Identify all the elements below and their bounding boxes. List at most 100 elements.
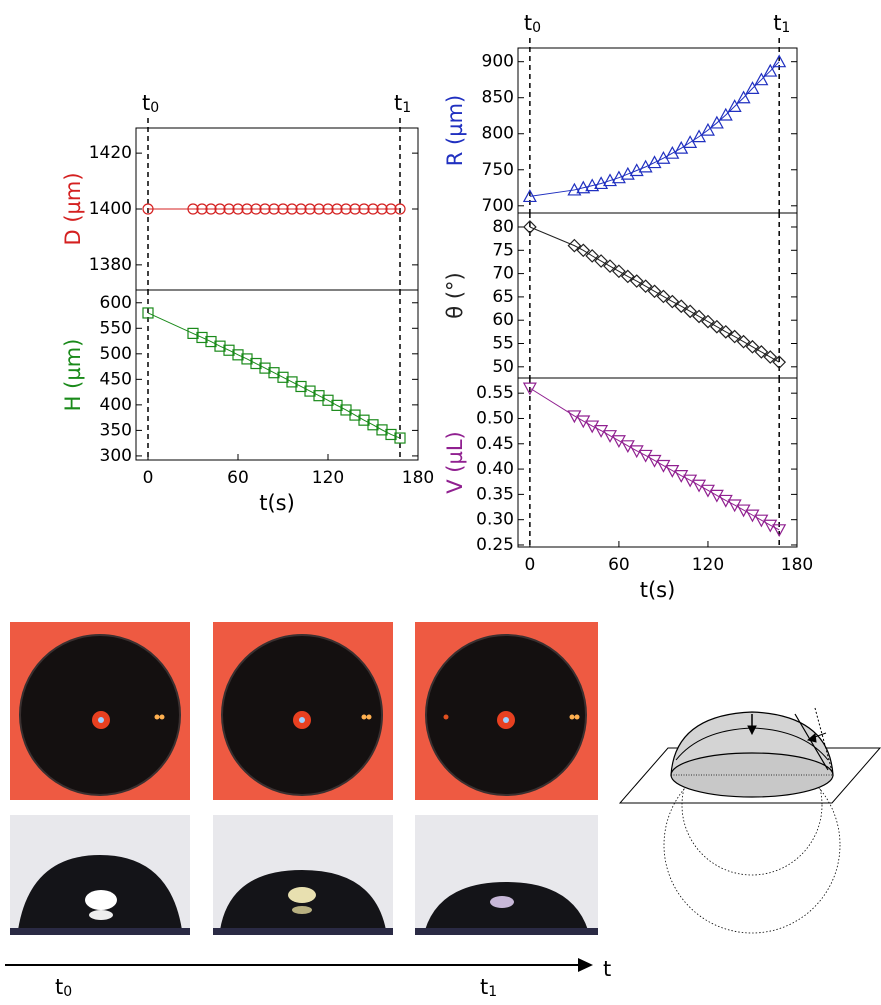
x-axis-label: t(s)	[259, 491, 295, 515]
marker	[196, 331, 208, 344]
marker	[259, 203, 271, 215]
marker	[331, 203, 343, 215]
y-tick-label: 850	[482, 88, 514, 108]
y-tick-label: 60	[492, 310, 514, 330]
time-mark-base: t	[55, 975, 63, 999]
marker	[745, 339, 760, 354]
marker	[763, 350, 778, 364]
x-tick-label: 120	[312, 468, 344, 488]
time-mark: t1	[394, 91, 411, 116]
marker	[567, 238, 582, 253]
y-tick-label: 1420	[89, 143, 132, 163]
time-mark: t1	[480, 975, 497, 1000]
side-view-photos	[10, 815, 598, 935]
marker	[620, 166, 635, 180]
y-tick-label: 550	[100, 318, 132, 338]
plot-frame	[517, 47, 798, 214]
marker	[196, 203, 208, 215]
y-tick-label: 0.40	[476, 459, 514, 479]
marker	[647, 284, 662, 299]
marker	[772, 524, 787, 538]
marker	[611, 170, 626, 184]
marker	[576, 243, 591, 258]
marker	[232, 203, 244, 215]
y-tick-label: 450	[100, 369, 132, 389]
marker	[214, 203, 226, 215]
top-view-photos	[10, 622, 598, 800]
marker	[187, 327, 199, 339]
marker	[241, 203, 253, 215]
y-tick-label: 55	[492, 334, 514, 354]
marker	[523, 220, 537, 234]
marker	[612, 264, 626, 279]
marker	[585, 249, 600, 263]
marker	[522, 189, 537, 203]
marker	[709, 115, 724, 129]
time-mark-sub: 0	[150, 100, 159, 116]
x-tick-label: 120	[692, 555, 724, 575]
time-mark-sub: 0	[63, 984, 72, 1000]
y-tick-label: 65	[492, 287, 514, 307]
y-tick-label: 0.55	[476, 383, 514, 403]
marker	[718, 325, 733, 339]
time-mark-sub: 1	[488, 984, 497, 1000]
time-mark-base: t	[773, 11, 781, 35]
y-tick-label: 0.25	[476, 535, 514, 555]
time-mark: t0	[142, 91, 159, 116]
x-tick-label: 60	[227, 468, 249, 488]
time-mark-base: t	[394, 91, 402, 115]
marker	[718, 107, 733, 121]
time-mark-sub: 1	[402, 100, 411, 116]
marker	[277, 203, 289, 215]
x-tick-label: 180	[781, 555, 813, 575]
x-tick-label: 60	[608, 555, 630, 575]
marker	[385, 428, 397, 441]
marker	[602, 173, 618, 187]
time-mark-sub: 1	[781, 20, 790, 36]
marker	[585, 178, 600, 192]
marker	[700, 122, 715, 136]
y-tick-label: 75	[492, 240, 514, 260]
marker	[376, 203, 388, 215]
fit-line	[529, 226, 780, 363]
schematic	[618, 707, 881, 934]
marker	[576, 180, 591, 194]
fit-line	[529, 61, 780, 197]
marker	[710, 319, 724, 334]
time-mark-base: t	[480, 975, 488, 999]
y-tick-label: 500	[100, 344, 132, 364]
time-mark-sub: 0	[532, 20, 541, 36]
y-axis-label: R (µm)	[443, 95, 467, 166]
y-axis-label: H (µm)	[61, 339, 85, 412]
y-tick-label: 0.45	[476, 434, 514, 454]
marker	[701, 314, 715, 329]
y-axis-label: V (µL)	[443, 431, 467, 494]
y-axis-label: θ (°)	[443, 272, 467, 318]
fit-line	[147, 312, 401, 439]
marker	[692, 309, 706, 324]
x-axis-label: t(s)	[640, 578, 676, 602]
time-mark: t0	[524, 11, 541, 36]
marker	[142, 307, 154, 319]
marker	[313, 203, 325, 215]
marker	[594, 176, 609, 190]
marker	[603, 259, 617, 273]
marker	[205, 203, 217, 215]
marker	[223, 203, 235, 215]
time-arrow: t t0 t1	[5, 957, 611, 1000]
y-tick-label: 700	[482, 196, 514, 216]
time-mark: t1	[773, 11, 790, 36]
marker	[304, 203, 316, 215]
marker	[727, 329, 742, 344]
x-tick-label: 0	[524, 555, 535, 575]
marker	[736, 334, 751, 349]
marker	[629, 163, 644, 177]
marker	[142, 203, 154, 215]
marker	[286, 203, 298, 215]
marker	[322, 203, 334, 215]
plot-frame	[517, 212, 798, 379]
marker	[745, 81, 760, 94]
marker	[692, 129, 707, 143]
marker	[567, 182, 582, 196]
marker	[736, 90, 751, 104]
